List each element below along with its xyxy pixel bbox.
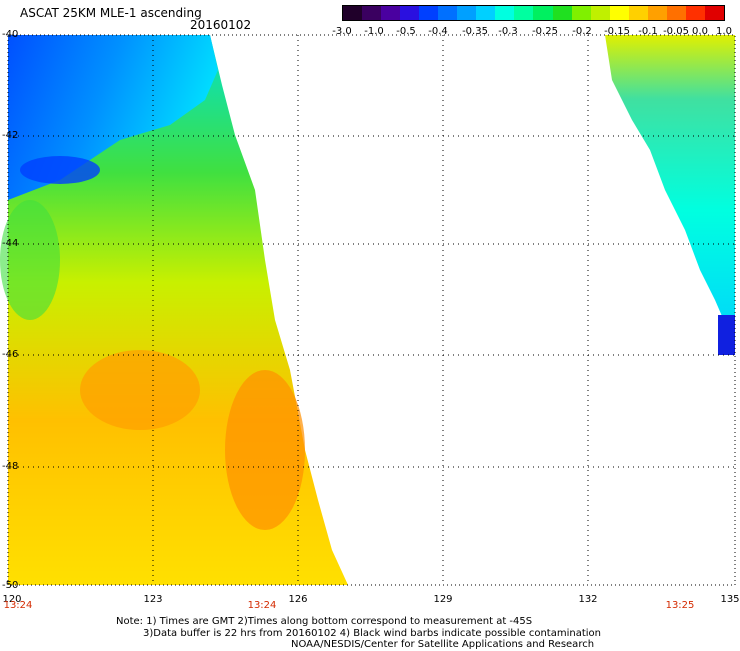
note-line-2: 3)Data buffer is 22 hrs from 20160102 4)… xyxy=(143,628,601,639)
colorbar-swatch xyxy=(666,6,686,20)
swath-left-orange-patch xyxy=(225,370,305,530)
colorbar-swatch xyxy=(685,6,705,20)
lat-label: -50 xyxy=(2,580,19,591)
swath-left-green-patch xyxy=(0,200,60,320)
colorbar-swatch xyxy=(438,6,458,20)
map-title: ASCAT 25KM MLE-1 ascending xyxy=(20,6,202,20)
colorbar-label: -0.5 xyxy=(396,26,416,37)
colorbar-swatch xyxy=(362,6,382,20)
colorbar-swatch xyxy=(590,6,610,20)
time-label: 13:25 xyxy=(665,600,695,611)
colorbar-label: -0.4 xyxy=(428,26,448,37)
colorbar-swatch xyxy=(400,6,420,20)
time-label: 13:24 xyxy=(3,600,33,611)
lat-label: -40 xyxy=(2,29,19,40)
colorbar-swatch xyxy=(552,6,572,20)
swath-right xyxy=(605,35,735,355)
colorbar-swatch xyxy=(476,6,496,20)
swath-left-orange-patch xyxy=(80,350,200,430)
colorbar-swatch xyxy=(609,6,629,20)
colorbar-swatch xyxy=(533,6,553,20)
lat-label: -44 xyxy=(2,238,19,249)
colorbar-swatch xyxy=(514,6,534,20)
swath-left-dark-blue-patch xyxy=(20,156,100,184)
colorbar-swatch xyxy=(647,6,667,20)
swath-right-blue-cells xyxy=(718,315,735,355)
lat-label: -48 xyxy=(2,461,19,472)
colorbar-swatch xyxy=(457,6,477,20)
lat-label: -42 xyxy=(2,130,19,141)
colorbar-label: 0.0 xyxy=(692,26,708,37)
colorbar-label: 1.0 xyxy=(716,26,732,37)
graticule xyxy=(8,35,735,585)
colorbar-label: -0.15 xyxy=(604,26,630,37)
wind-map xyxy=(0,34,736,586)
lon-label: 135 xyxy=(720,594,740,605)
colorbar-swatch xyxy=(704,6,724,20)
map-frame xyxy=(7,34,736,586)
lon-label: 123 xyxy=(143,594,163,605)
note-line-3: NOAA/NESDIS/Center for Satellite Applica… xyxy=(291,639,595,650)
map-date: 20160102 xyxy=(190,18,252,32)
time-label: 13:24 xyxy=(247,600,277,611)
color-scale-bar xyxy=(342,5,725,21)
colorbar-swatch xyxy=(381,6,401,20)
lon-label: 129 xyxy=(433,594,453,605)
colorbar-swatch xyxy=(419,6,439,20)
colorbar-label: -0.35 xyxy=(462,26,488,37)
colorbar-label: -3.0 xyxy=(332,26,352,37)
lat-label: -46 xyxy=(2,349,19,360)
lon-label: 120 xyxy=(2,594,22,605)
note-line-1: Note: 1) Times are GMT 2)Times along bot… xyxy=(116,616,533,627)
colorbar-label: -0.2 xyxy=(572,26,592,37)
colorbar-swatch xyxy=(628,6,648,20)
colorbar-label: -0.1 xyxy=(638,26,658,37)
colorbar-label: -0.3 xyxy=(498,26,518,37)
colorbar-label: -1.0 xyxy=(364,26,384,37)
colorbar-swatch xyxy=(343,6,363,20)
colorbar-swatch xyxy=(571,6,591,20)
colorbar-label: -0.25 xyxy=(532,26,558,37)
color-scale-labels: -3.0 -1.0 -0.5 -0.4 -0.35 -0.3 -0.25 -0.… xyxy=(330,26,732,38)
colorbar-label: -0.05 xyxy=(663,26,689,37)
lon-label: 132 xyxy=(578,594,598,605)
lon-label: 126 xyxy=(288,594,308,605)
colorbar-swatch xyxy=(495,6,515,20)
